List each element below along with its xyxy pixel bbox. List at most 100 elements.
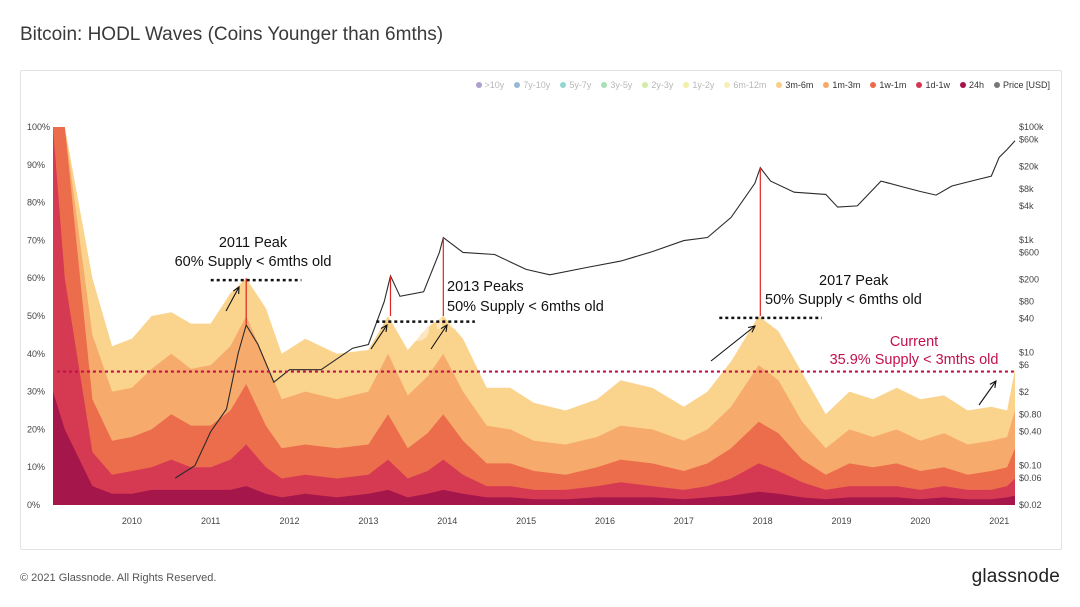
legend-label: 5y-7y: [569, 80, 592, 90]
y-right-tick-label: $40: [1019, 314, 1034, 324]
legend-item-3y-5y[interactable]: 3y-5y: [601, 80, 632, 90]
footer-copyright: © 2021 Glassnode. All Rights Reserved.: [20, 572, 217, 584]
legend-item-3m-6m[interactable]: 3m-6m: [776, 80, 813, 90]
legend-label: 6m-12m: [733, 80, 767, 90]
legend-item-2y-3y[interactable]: 2y-3y: [642, 80, 673, 90]
y-right-tick-label: $600: [1019, 247, 1039, 257]
y-left-tick-label: 20%: [27, 424, 45, 434]
legend-item-1d-1w[interactable]: 1d-1w: [916, 80, 950, 90]
x-tick-label: 2015: [516, 516, 536, 526]
x-tick-label: 2018: [753, 516, 773, 526]
arrow-2017: [710, 325, 756, 362]
y-right-tick-label: $200: [1019, 274, 1039, 284]
legend-label: 2y-3y: [651, 80, 674, 90]
legend-dot-icon: [993, 82, 1000, 88]
y-left-tick-label: 40%: [27, 349, 45, 359]
arrow-current: [978, 380, 997, 406]
legend-item-price-usd-[interactable]: Price [USD]: [993, 80, 1050, 90]
legend-dot-icon: [560, 82, 567, 88]
legend-item-5y-7y[interactable]: 5y-7y: [560, 80, 591, 90]
arrow-current-head: [989, 379, 997, 388]
y-right-tick-label: $1k: [1019, 235, 1034, 245]
arrow-2013b: [430, 324, 448, 350]
legend-dot-icon: [916, 82, 923, 88]
legend-label: 3y-5y: [610, 80, 633, 90]
y-left-tick-label: 90%: [27, 160, 45, 170]
x-tick-label: 2014: [437, 516, 457, 526]
legend-dot-icon: [776, 82, 783, 88]
area-1w-1m: [53, 127, 1015, 505]
y-right-tick-label: $0.02: [1019, 500, 1042, 510]
y-left-tick-label: 60%: [27, 273, 45, 283]
price-line: [174, 140, 1016, 479]
annotation-current-title: Current: [890, 334, 938, 350]
arrow-2011: [225, 286, 240, 312]
legend-dot-icon: [601, 82, 608, 88]
annotation-2011-subtitle: 60% Supply < 6mths old: [175, 254, 332, 270]
y-right-tick-label: $8k: [1019, 184, 1034, 194]
legend-item-7y-10y[interactable]: 7y-10y: [514, 80, 550, 90]
legend-dot-icon: [870, 82, 877, 88]
annotation-2013-title: 2013 Peaks: [447, 279, 524, 295]
arrow-2013a: [370, 324, 388, 350]
y-left-tick-label: 80%: [27, 198, 45, 208]
y-left-tick-label: 0%: [27, 500, 40, 510]
y-right-tick-label: $10: [1019, 348, 1034, 358]
annotation-2011-title: 2011 Peak: [219, 235, 288, 251]
area-1m-3m: [53, 127, 1015, 505]
area-24h: [53, 391, 1015, 505]
legend-dot-icon: [724, 82, 731, 88]
x-tick-label: 2019: [832, 516, 852, 526]
y-left-tick-label: 30%: [27, 387, 45, 397]
annotation-2017-subtitle: 50% Supply < 6mths old: [765, 292, 922, 308]
legend-label: >10y: [484, 80, 505, 90]
x-tick-label: 2017: [674, 516, 694, 526]
legend-label: 1d-1w: [925, 80, 950, 90]
legend-item-6m-12m[interactable]: 6m-12m: [724, 80, 766, 90]
x-tick-label: 2013: [358, 516, 378, 526]
hodl-waves-chart: glassnode 0% 10% 20% 30% 40% 50% 60% 70% 80% 90% 10…: [27, 122, 1044, 526]
legend-item-24h[interactable]: 24h: [959, 80, 984, 90]
page-title: Bitcoin: HODL Waves (Coins Younger than …: [20, 24, 444, 45]
legend-label: Price [USD]: [1002, 80, 1050, 90]
x-tick-label: 2021: [989, 516, 1009, 526]
legend-label: 1w-1m: [879, 80, 907, 90]
x-tick-label: 2010: [122, 516, 142, 526]
y-right-tick-label: $0.40: [1019, 427, 1042, 437]
legend-dot-icon: [683, 82, 690, 88]
y-right-tick-label: $4k: [1019, 201, 1034, 211]
annotation-2013-subtitle: 50% Supply < 6mths old: [447, 299, 604, 315]
legend-dot-icon: [959, 82, 966, 88]
arrow-2013b-head: [440, 323, 448, 333]
legend-item-1w-1m[interactable]: 1w-1m: [870, 80, 906, 90]
y-right-tick-label: $0.80: [1019, 410, 1042, 420]
y-right-tick-label: $6: [1019, 360, 1029, 370]
y-right-tick-label: $100k: [1019, 122, 1044, 132]
chart-legend: >10y 7y-10y 5y-7y 3y-5y 2y-3y 1y-2y 6m-12m 3m-6…: [475, 80, 1050, 90]
legend-dot-icon: [514, 82, 521, 88]
legend-label: 7y-10y: [523, 80, 551, 90]
x-tick-label: 2020: [910, 516, 930, 526]
arrow-2017-head: [748, 325, 756, 333]
legend-item--10y[interactable]: >10y: [475, 80, 505, 90]
y-left-tick-label: 50%: [27, 311, 45, 321]
x-tick-label: 2016: [595, 516, 615, 526]
y-right-tick-label: $80: [1019, 297, 1034, 307]
arrow-2011-head: [232, 285, 240, 295]
legend-dot-icon: [475, 82, 482, 88]
y-right-tick-label: $0.10: [1019, 461, 1042, 471]
legend-dot-icon: [823, 82, 830, 88]
legend-label: 3m-6m: [785, 80, 814, 90]
legend-label: 1y-2y: [692, 80, 715, 90]
y-right-tick-label: $0.06: [1019, 473, 1042, 483]
x-tick-label: 2012: [280, 516, 300, 526]
legend-item-1y-2y[interactable]: 1y-2y: [683, 80, 714, 90]
y-left-tick-label: 10%: [27, 462, 45, 472]
legend-item-1m-3m[interactable]: 1m-3m: [823, 80, 860, 90]
glassnode-logo[interactable]: glassnode: [971, 566, 1060, 587]
legend-dot-icon: [642, 82, 649, 88]
y-right-tick-label: $60k: [1019, 135, 1039, 145]
arrow-2013a-head: [380, 323, 388, 333]
annotation-current-subtitle: 35.9% Supply < 3mths old: [830, 352, 999, 368]
y-left-tick-label: 70%: [27, 235, 45, 245]
